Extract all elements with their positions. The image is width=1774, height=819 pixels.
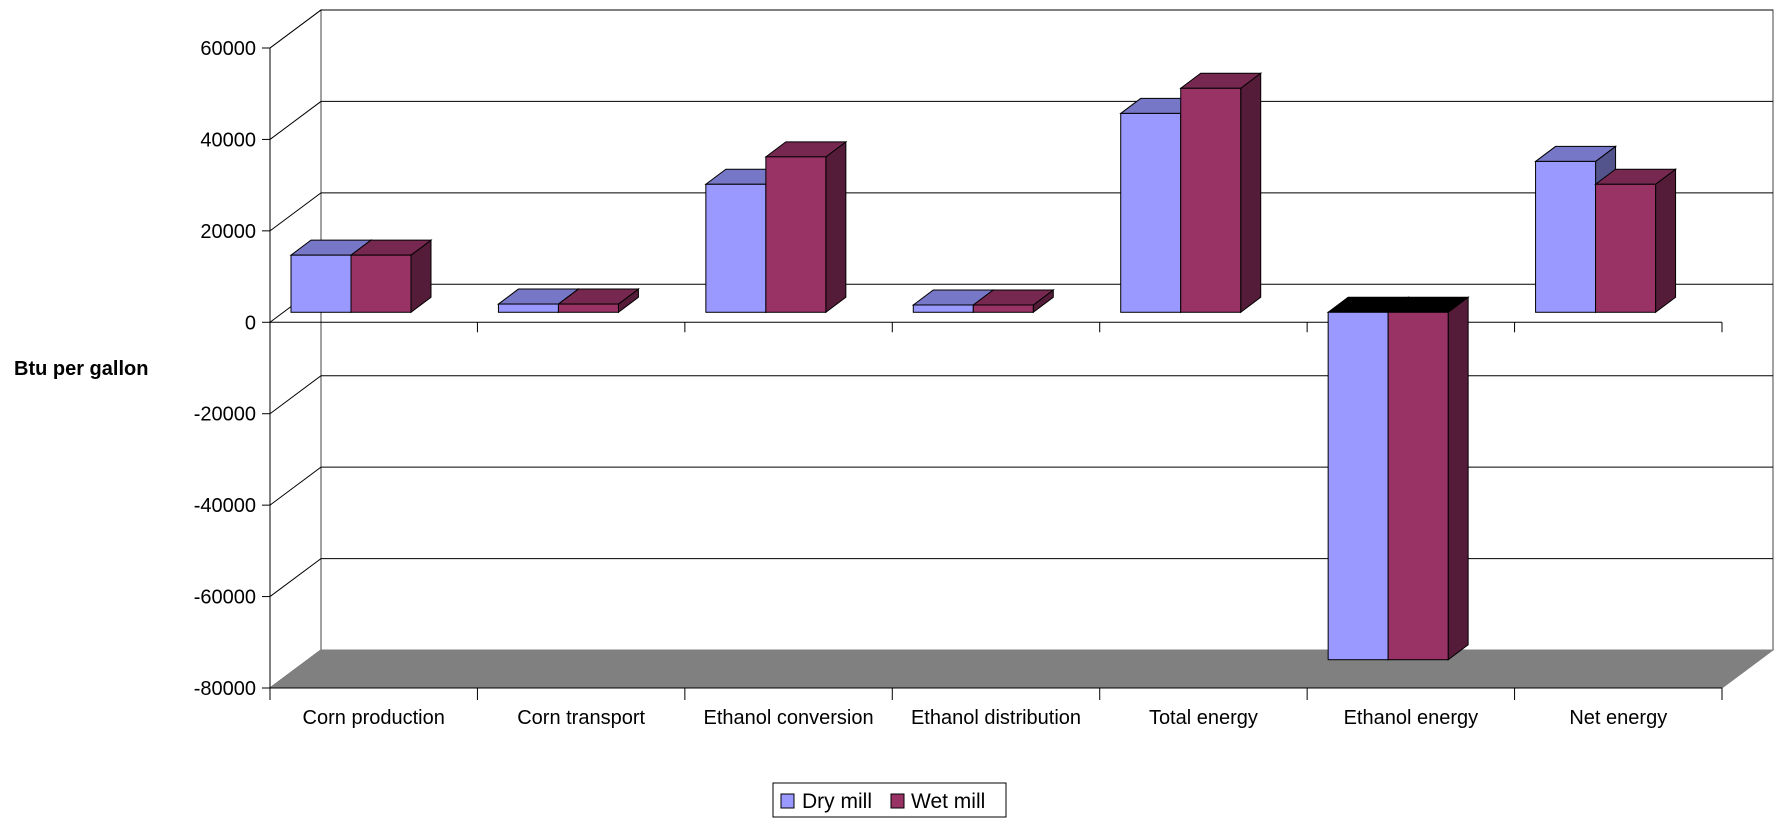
gridlines — [269, 9, 1773, 689]
bar-side — [1655, 168, 1677, 314]
legend-box — [772, 782, 1007, 818]
legend-swatch-dry-mill — [780, 793, 795, 809]
back-wall — [320, 9, 1774, 651]
x-tick-label: Ethanol distribution — [911, 707, 1081, 729]
y-tick-label: 60000 — [200, 38, 256, 60]
bar-front — [1535, 160, 1597, 313]
bar-front — [290, 254, 352, 313]
bar-front — [557, 303, 619, 313]
y-tick-label: -80000 — [194, 678, 256, 700]
side-wall — [269, 9, 322, 689]
bar-side — [1240, 72, 1262, 314]
bar-front — [350, 254, 412, 313]
bar-wet-mill-ethanol-distribution — [971, 288, 1055, 314]
legend: Dry mill Wet mill — [772, 782, 1007, 818]
x-tick-labels: Corn production Corn transport Ethanol con… — [303, 707, 1668, 729]
legend-label-wet-mill: Wet mill — [911, 790, 985, 813]
x-tick-label: Corn production — [303, 707, 445, 729]
bar-wet-mill-ethanol-conversion — [764, 140, 848, 314]
axes — [262, 47, 1723, 700]
bar-wet-mill-ethanol-energy — [1386, 296, 1470, 661]
bar-front — [1327, 311, 1389, 661]
gridline — [269, 9, 1773, 49]
legend-swatch-wet-mill — [890, 793, 905, 809]
gridline — [269, 375, 1773, 415]
y-tick-label: -40000 — [194, 495, 256, 517]
chart-walls — [269, 9, 1774, 689]
bar-front — [705, 183, 767, 313]
bar-front — [972, 304, 1034, 313]
y-axis-label: Btu per gallon — [14, 358, 148, 380]
y-tick-label: 0 — [245, 312, 256, 334]
bar-front — [1180, 87, 1242, 313]
bar-front — [497, 303, 559, 313]
y-tick-label: -20000 — [194, 404, 256, 426]
x-tick-label: Corn transport — [517, 707, 645, 729]
bar-front — [765, 156, 827, 313]
y-tick-labels: 60000 40000 20000 0 -20000 -40000 -60000 -80000 — [194, 38, 256, 700]
legend-label-dry-mill: Dry mill — [802, 790, 872, 813]
bar-front — [1120, 112, 1182, 313]
gridline — [269, 100, 1773, 140]
x-tick-label: Total energy — [1149, 707, 1258, 729]
bar-wet-mill-corn-transport — [556, 288, 640, 314]
bars — [289, 72, 1678, 661]
y-tick-label: 20000 — [200, 221, 256, 243]
x-tick-label: Net energy — [1569, 707, 1667, 729]
bar-front — [912, 304, 974, 313]
gridline — [269, 192, 1773, 232]
bar-side — [1447, 296, 1469, 661]
chart-floor — [268, 649, 1774, 689]
x-tick-label: Ethanol energy — [1344, 707, 1479, 729]
bar-wet-mill-corn-production — [349, 239, 433, 314]
bar-side — [825, 140, 847, 314]
gridline — [269, 466, 1773, 506]
bar-front — [1387, 311, 1449, 661]
bar-front — [1595, 183, 1657, 313]
y-tick-label: -60000 — [194, 587, 256, 609]
gridline — [269, 558, 1773, 597]
bar-wet-mill-net-energy — [1594, 168, 1678, 314]
y-tick-label: 40000 — [200, 129, 256, 151]
floor-plane — [268, 649, 1774, 689]
bar-wet-mill-total-energy — [1179, 72, 1263, 314]
x-tick-label: Ethanol conversion — [704, 707, 874, 729]
